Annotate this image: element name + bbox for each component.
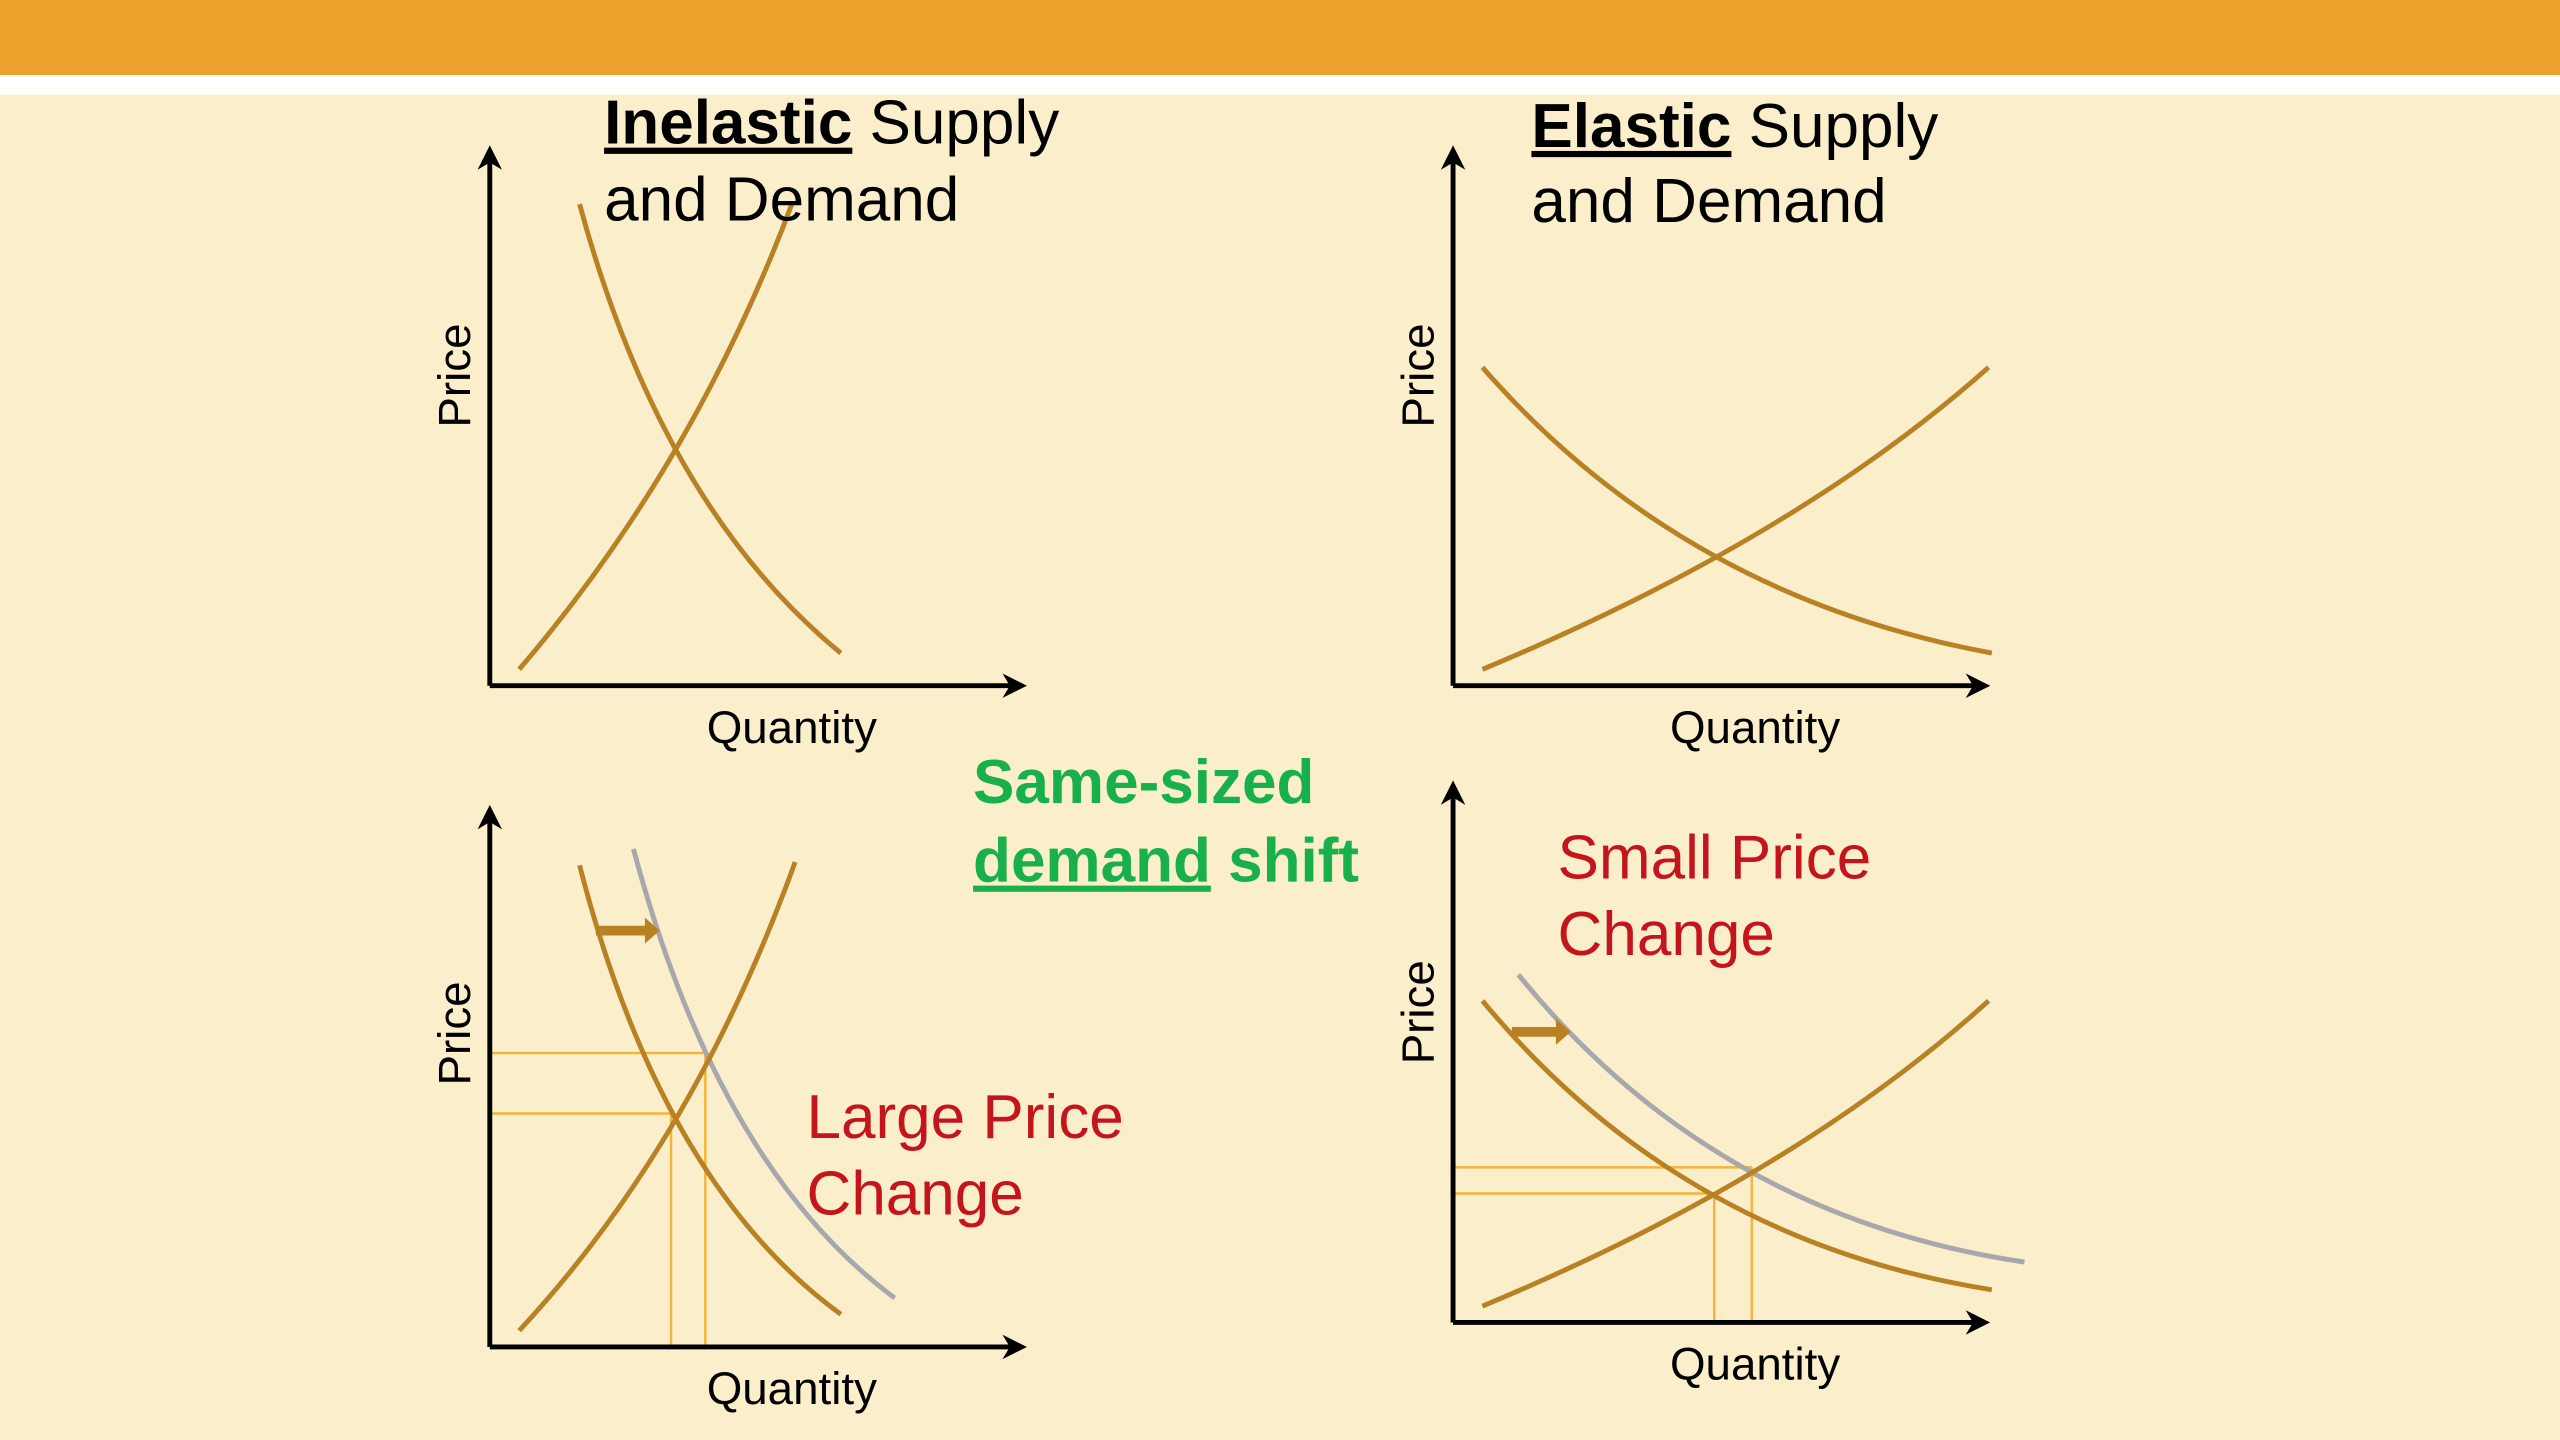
title-bold: Inelastic	[604, 89, 852, 158]
center-note: Same-sized demand shift	[973, 748, 1359, 895]
shift-arrow	[1511, 1018, 1571, 1045]
y-axis-label: Price	[429, 981, 480, 1085]
supply-curve	[1481, 365, 1991, 672]
panel-title: Inelastic Supply	[604, 89, 1059, 158]
x-axis-label: Quantity	[707, 1363, 877, 1414]
y-axis-label: Price	[1392, 323, 1443, 427]
panel-inelastic: Inelastic Supply and Demand Price Quanti…	[429, 89, 1059, 753]
title-rest: Supply	[870, 89, 1060, 158]
note-line1: Large Price	[807, 1083, 1124, 1152]
title-bold: Elastic	[1531, 92, 1731, 161]
x-axis-label: Quantity	[1670, 1339, 1840, 1390]
panel-elastic-shift: Small Price Change Price Quantity	[1392, 780, 2025, 1390]
header-bar	[0, 0, 2560, 76]
supply-curve	[1481, 999, 1991, 1309]
panel-title-line2: and Demand	[604, 165, 959, 234]
header-strip	[0, 75, 2560, 95]
note-line1: Same-sized	[973, 748, 1314, 817]
panel-title-line2: and Demand	[1531, 167, 1886, 236]
demand-curve	[577, 203, 843, 655]
note-line2: demand shift	[973, 827, 1359, 896]
demand-curve	[577, 864, 843, 1317]
x-axis-label: Quantity	[707, 702, 877, 753]
supply-curve	[517, 861, 798, 1333]
supply-curve	[517, 203, 795, 671]
y-axis-label: Price	[429, 323, 480, 427]
x-axis-label: Quantity	[1670, 702, 1840, 753]
note-underlined: demand	[973, 827, 1211, 896]
y-axis-label: Price	[1392, 960, 1443, 1064]
panel-inelastic-shift: Large Price Change Price Quantity	[429, 804, 1124, 1414]
demand-curve	[1480, 999, 1993, 1293]
title-rest: Supply	[1749, 92, 1939, 161]
note-line2: Change	[807, 1160, 1024, 1229]
panel-elastic: Elastic Supply and Demand Price Quantity	[1392, 92, 1993, 753]
note-line2: Change	[1558, 900, 1775, 969]
panel-title: Elastic Supply	[1531, 92, 1938, 161]
guide-lines	[1453, 1166, 1754, 1323]
shift-arrow	[595, 917, 660, 944]
demand-curve	[1480, 365, 1993, 656]
guide-lines	[489, 1051, 707, 1347]
note-rest: shift	[1228, 827, 1359, 896]
shifted-demand-curve	[631, 848, 897, 1300]
note-line1: Small Price	[1558, 823, 1872, 892]
shifted-demand-curve	[1516, 973, 2025, 1265]
